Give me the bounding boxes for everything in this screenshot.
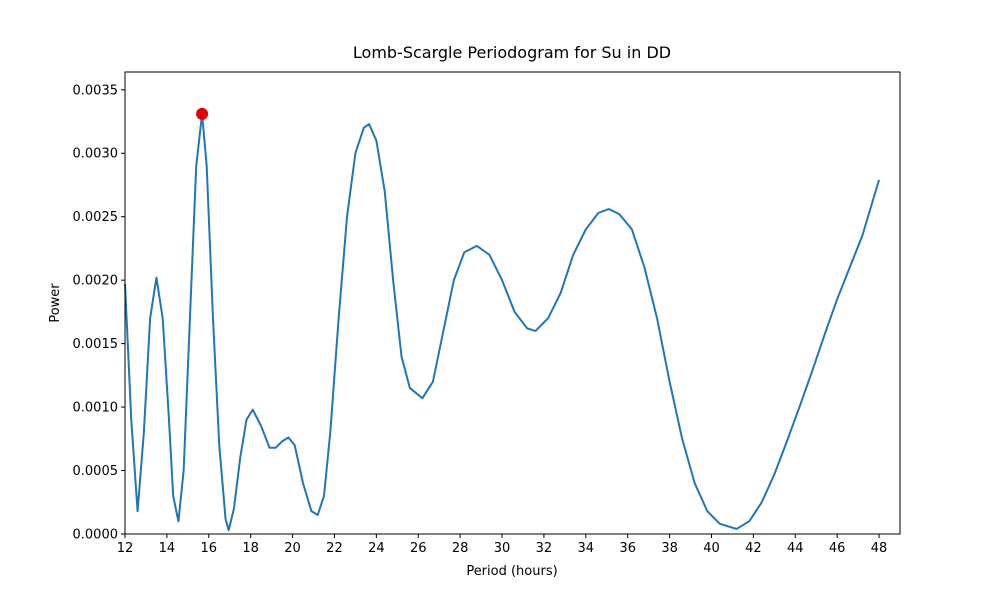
x-tick-label: 48 (871, 541, 888, 556)
peak-marker (196, 107, 209, 120)
y-tick-label: 0.0035 (73, 83, 119, 98)
plot-frame (124, 71, 901, 535)
y-tick-label: 0.0025 (73, 210, 119, 225)
y-tick-label: 0.0030 (73, 147, 119, 162)
x-tick-label: 12 (117, 541, 134, 556)
x-tick-label: 40 (703, 541, 720, 556)
x-tick-label: 26 (410, 541, 427, 556)
x-tick-label: 38 (661, 541, 678, 556)
x-tick-label: 42 (745, 541, 762, 556)
x-tick-label: 36 (619, 541, 636, 556)
y-tick-label: 0.0000 (73, 528, 119, 543)
y-tick-label: 0.0015 (73, 337, 119, 352)
x-tick-label: 28 (452, 541, 469, 556)
x-axis-label: Period (hours) (466, 564, 557, 579)
y-axis-label: Power (48, 283, 63, 323)
x-tick-label: 34 (578, 541, 595, 556)
line-series (124, 112, 881, 532)
x-tick-label: 44 (787, 541, 804, 556)
x-tick-label: 24 (368, 541, 385, 556)
x-tick-label: 46 (829, 541, 846, 556)
x-tick-label: 14 (159, 541, 176, 556)
x-tick-label: 18 (242, 541, 259, 556)
x-tick-label: 32 (536, 541, 553, 556)
x-tick-label: 16 (201, 541, 218, 556)
y-tick-label: 0.0005 (73, 464, 119, 479)
y-tick-label: 0.0010 (73, 401, 119, 416)
x-tick-label: 30 (494, 541, 511, 556)
x-tick-label: 22 (326, 541, 343, 556)
y-tick-label: 0.0020 (73, 274, 119, 289)
x-tick-label: 20 (284, 541, 301, 556)
chart-title: Lomb-Scargle Periodogram for Su in DD (353, 43, 671, 62)
